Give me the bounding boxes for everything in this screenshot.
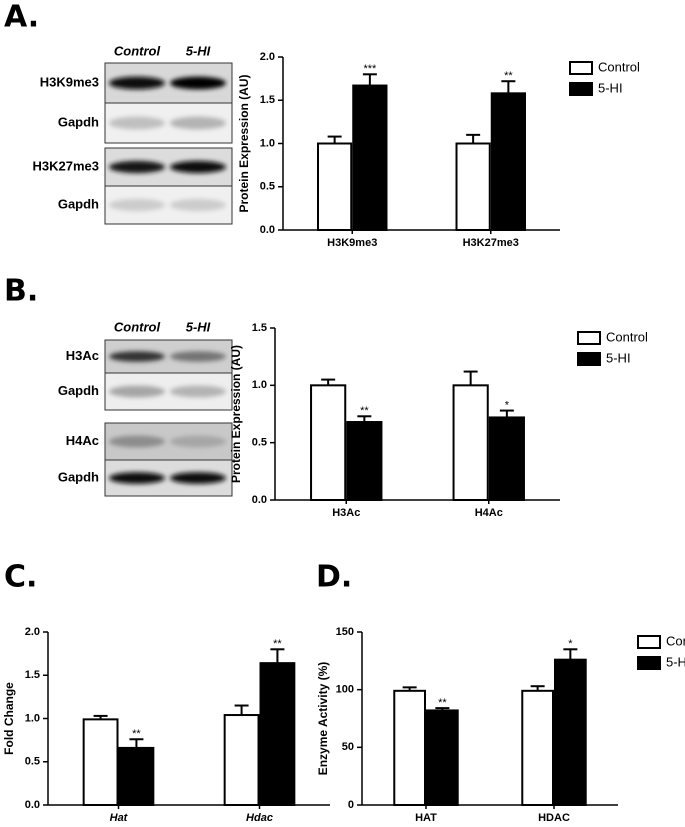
x-tick-label: H3K9me3 bbox=[327, 237, 377, 249]
legend-swatch bbox=[577, 331, 601, 345]
y-tick-label: 0 bbox=[348, 799, 354, 811]
blot-band bbox=[170, 116, 226, 130]
y-tick-label: 0.0 bbox=[252, 494, 267, 506]
y-tick-label: 1.5 bbox=[260, 94, 275, 106]
blot-column-label: 5-HI bbox=[186, 319, 211, 334]
bar bbox=[352, 84, 388, 231]
y-tick-label: 1.0 bbox=[252, 379, 267, 391]
x-tick-label: H3Ac bbox=[332, 507, 360, 519]
significance: ** bbox=[132, 728, 141, 740]
significance: ** bbox=[438, 697, 447, 709]
panel-letter: D. bbox=[316, 560, 352, 595]
significance: * bbox=[505, 399, 510, 411]
significance: ** bbox=[504, 70, 513, 82]
y-tick-label: 2.0 bbox=[260, 51, 275, 63]
y-tick-label: 1.0 bbox=[25, 712, 40, 724]
blot-band bbox=[109, 160, 165, 174]
x-tick-label: Hdac bbox=[246, 812, 273, 824]
blot-row-label: H3K9me3 bbox=[40, 74, 99, 89]
blot-band bbox=[170, 160, 226, 174]
x-tick-label: HDAC bbox=[538, 812, 570, 824]
bar bbox=[317, 142, 353, 231]
legend-swatch bbox=[637, 635, 661, 649]
blot-band bbox=[170, 435, 226, 448]
bar bbox=[82, 718, 119, 806]
legend-swatch bbox=[569, 82, 593, 96]
blot-band bbox=[109, 198, 165, 212]
bar bbox=[393, 689, 426, 807]
y-axis-label: Protein Expression (AU) bbox=[237, 74, 251, 212]
blot-column-label: 5-HI bbox=[186, 43, 211, 58]
bar bbox=[521, 689, 555, 807]
y-tick-label: 1.0 bbox=[260, 137, 275, 149]
bar bbox=[455, 142, 491, 231]
significance: * bbox=[568, 638, 573, 650]
blot-band bbox=[109, 76, 165, 90]
y-tick-label: 2.0 bbox=[25, 626, 40, 638]
blot-band bbox=[170, 472, 226, 484]
legend-label: 5-HI bbox=[666, 654, 685, 669]
bar bbox=[554, 658, 587, 806]
legend-label: Control bbox=[666, 633, 685, 648]
panel-letter: B. bbox=[4, 274, 38, 309]
x-tick-label: HAT bbox=[415, 812, 437, 824]
legend-label: 5-HI bbox=[606, 350, 631, 365]
blot-band bbox=[170, 385, 226, 398]
blot-column-label: Control bbox=[114, 319, 161, 334]
x-tick-label: Hat bbox=[110, 812, 129, 824]
y-tick-label: 1.5 bbox=[25, 669, 40, 681]
blot-column-label: Control bbox=[114, 43, 161, 58]
legend-label: 5-HI bbox=[598, 80, 623, 95]
blot-band bbox=[109, 116, 165, 130]
blot-row-label: H4Ac bbox=[66, 433, 99, 448]
legend-swatch bbox=[637, 656, 661, 670]
blot-band bbox=[109, 385, 165, 398]
blot-band bbox=[109, 435, 165, 448]
bar bbox=[223, 714, 260, 806]
bar bbox=[259, 662, 296, 807]
y-axis-label: Fold Change bbox=[2, 682, 16, 755]
legend-swatch bbox=[577, 352, 601, 366]
bar bbox=[426, 709, 459, 807]
y-tick-label: 0.0 bbox=[260, 224, 275, 236]
x-tick-label: H3K27me3 bbox=[463, 237, 519, 249]
y-tick-label: 0.5 bbox=[25, 756, 40, 768]
bar bbox=[310, 384, 347, 502]
x-tick-label: H4Ac bbox=[475, 507, 503, 519]
y-tick-label: 0.5 bbox=[260, 181, 275, 193]
legend-label: Control bbox=[606, 329, 648, 344]
y-tick-label: 150 bbox=[336, 626, 354, 638]
y-axis-label: Enzyme Activity (%) bbox=[316, 662, 330, 776]
blot-row-label: Gapdh bbox=[58, 383, 99, 398]
blot-row-label: Gapdh bbox=[58, 114, 99, 129]
panel-letter: C. bbox=[4, 560, 37, 595]
significance: ** bbox=[360, 405, 369, 417]
panel-letter: A. bbox=[4, 0, 39, 35]
significance: *** bbox=[363, 63, 377, 75]
legend-label: Control bbox=[598, 59, 640, 74]
y-tick-label: 100 bbox=[336, 684, 354, 696]
bar bbox=[452, 384, 489, 502]
blot-band bbox=[170, 198, 226, 212]
bar bbox=[490, 92, 526, 231]
legend-swatch bbox=[569, 61, 593, 75]
blot-row-label: Gapdh bbox=[58, 469, 99, 484]
blot-row-label: H3K27me3 bbox=[33, 158, 100, 173]
blot-band bbox=[109, 472, 165, 484]
blot-band bbox=[170, 351, 226, 362]
y-tick-label: 0.0 bbox=[25, 799, 40, 811]
blot-band bbox=[170, 76, 226, 90]
y-tick-label: 0.5 bbox=[252, 437, 267, 449]
bar bbox=[488, 416, 525, 501]
y-tick-label: 50 bbox=[342, 741, 354, 753]
bar bbox=[346, 421, 383, 502]
blot-row-label: Gapdh bbox=[58, 196, 99, 211]
blot-row-label: H3Ac bbox=[66, 348, 99, 363]
bar bbox=[118, 746, 155, 806]
blot-band bbox=[109, 351, 165, 362]
y-axis-label: Protein Expression (AU) bbox=[229, 345, 243, 483]
significance: ** bbox=[273, 638, 282, 650]
y-tick-label: 1.5 bbox=[252, 322, 267, 334]
